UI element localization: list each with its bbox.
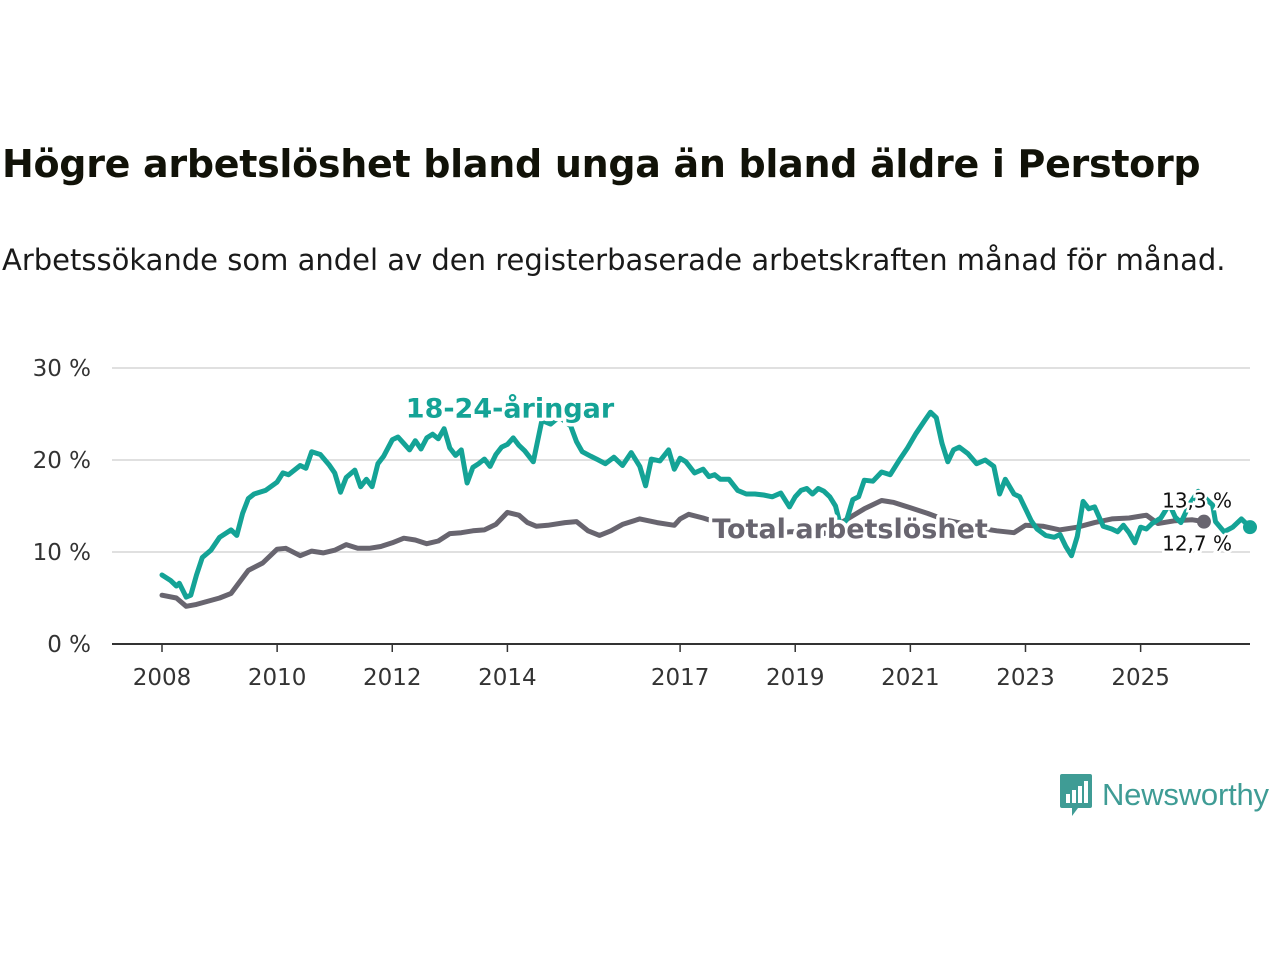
youth-series-label: 18-24-åringar <box>406 393 615 425</box>
x-tick-label-2025: 2025 <box>1111 665 1170 691</box>
x-tick-label-2012: 2012 <box>363 665 422 691</box>
y-tick-label-20: 20 % <box>33 448 91 474</box>
y-tick-label-10: 10 % <box>33 540 91 566</box>
x-tick-label-2017: 2017 <box>651 665 710 691</box>
total-end-label: 13,3 % <box>1162 488 1232 512</box>
label-layer: Total arbetslöshet 18-24-åringar 13,3 % 12,… <box>402 389 1234 558</box>
brand-name: Newsworthy <box>1102 777 1269 812</box>
x-tick-label-2010: 2010 <box>248 665 307 691</box>
youth-line <box>159 409 1253 600</box>
x-tick-label-2014: 2014 <box>478 665 537 691</box>
axis-layer: 0 % 10 % 20 % 30 % 2008 2010 2012 2014 2017 2019 2… <box>33 356 1250 691</box>
line-chart: 0 % 10 % 20 % 30 % 2008 2010 2012 2014 2017 2019 2… <box>33 356 1257 691</box>
y-tick-label-30: 30 % <box>33 356 91 382</box>
total-line <box>159 498 1207 609</box>
x-tick-label-2019: 2019 <box>766 665 825 691</box>
x-tick-label-2021: 2021 <box>881 665 940 691</box>
series-layer <box>159 409 1257 609</box>
x-tick-label-2023: 2023 <box>996 665 1055 691</box>
chart-subtitle: Arbetssökande som andel av den registerb… <box>2 243 1226 277</box>
newsworthy-logo: Newsworthy <box>1058 772 1269 818</box>
youth-end-label: 12,7 % <box>1162 532 1232 556</box>
y-tick-label-0: 0 % <box>47 632 91 658</box>
total-end-marker <box>1196 514 1211 529</box>
total-series-label: Total arbetslöshet <box>712 514 988 545</box>
bar-chart-icon <box>1060 774 1092 816</box>
x-tick-label-2008: 2008 <box>133 665 192 691</box>
chart-title: Högre arbetslöshet bland unga än bland ä… <box>2 142 1201 186</box>
youth-end-marker <box>1243 520 1257 535</box>
